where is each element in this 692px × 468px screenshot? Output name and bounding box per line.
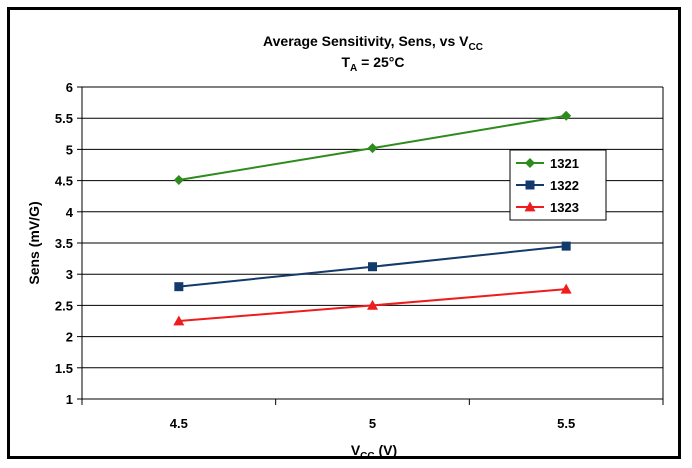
y-tick-label: 6 <box>66 80 73 95</box>
plot-area: 1 1.5 2 2.5 3 3.5 4 4.5 5 5.5 6 4.5 5 5.5 <box>55 80 664 431</box>
y-tick-label: 5.5 <box>55 111 73 126</box>
y-axis-title: Sens (mV/G) <box>26 201 42 284</box>
data-point-1322 <box>368 262 377 272</box>
data-point-1321 <box>367 143 378 154</box>
legend-label-1323: 1323 <box>550 200 579 215</box>
y-tick-label: 5 <box>66 142 73 157</box>
legend: 1321 1322 1323 <box>509 149 607 221</box>
x-tick-label: 5 <box>369 416 376 431</box>
x-tick-label: 4.5 <box>170 416 188 431</box>
y-tick-label: 4.5 <box>55 174 73 189</box>
legend-label-1322: 1322 <box>550 178 579 193</box>
x-axis-title: VCC (V) <box>351 442 397 462</box>
data-point-1323 <box>367 299 378 310</box>
y-tick-label: 3.5 <box>55 236 73 251</box>
legend-marker-1321 <box>525 158 535 168</box>
data-point-1321 <box>561 110 572 121</box>
x-axis-title-sub: CC <box>360 451 374 462</box>
chart-title-line1: Average Sensitivity, Sens, vs VCC <box>263 33 483 53</box>
x-tick-label: 5.5 <box>557 416 575 431</box>
data-point-1322 <box>174 282 184 292</box>
y-tick-label: 2 <box>66 330 73 345</box>
chart-title-line1-sub: CC <box>468 42 482 53</box>
chart-title-line2-sub: A <box>350 63 357 74</box>
legend-label-1321: 1321 <box>550 156 579 171</box>
y-tick-label: 2.5 <box>55 298 73 313</box>
y-tick-label: 1.5 <box>55 361 73 376</box>
y-tick-label: 4 <box>66 205 74 220</box>
y-tick-label: 3 <box>66 267 73 282</box>
data-point-1323 <box>560 283 572 294</box>
chart-title-line2-rest: = 25°C <box>357 54 404 70</box>
data-point-1322 <box>561 241 571 251</box>
y-tick-label: 1 <box>66 392 73 407</box>
data-point-1323 <box>173 315 185 326</box>
x-axis-title-main: V <box>351 442 361 458</box>
chart-title-line1-main: Average Sensitivity, Sens, vs V <box>263 33 469 49</box>
x-axis-title-rest: (V) <box>375 442 398 458</box>
legend-marker-1322 <box>525 180 535 190</box>
chart-title-line2-main: T <box>341 54 350 70</box>
chart-title-line2: TA = 25°C <box>341 54 404 74</box>
legend-marker-1323 <box>524 201 536 212</box>
data-point-1321 <box>173 174 184 185</box>
